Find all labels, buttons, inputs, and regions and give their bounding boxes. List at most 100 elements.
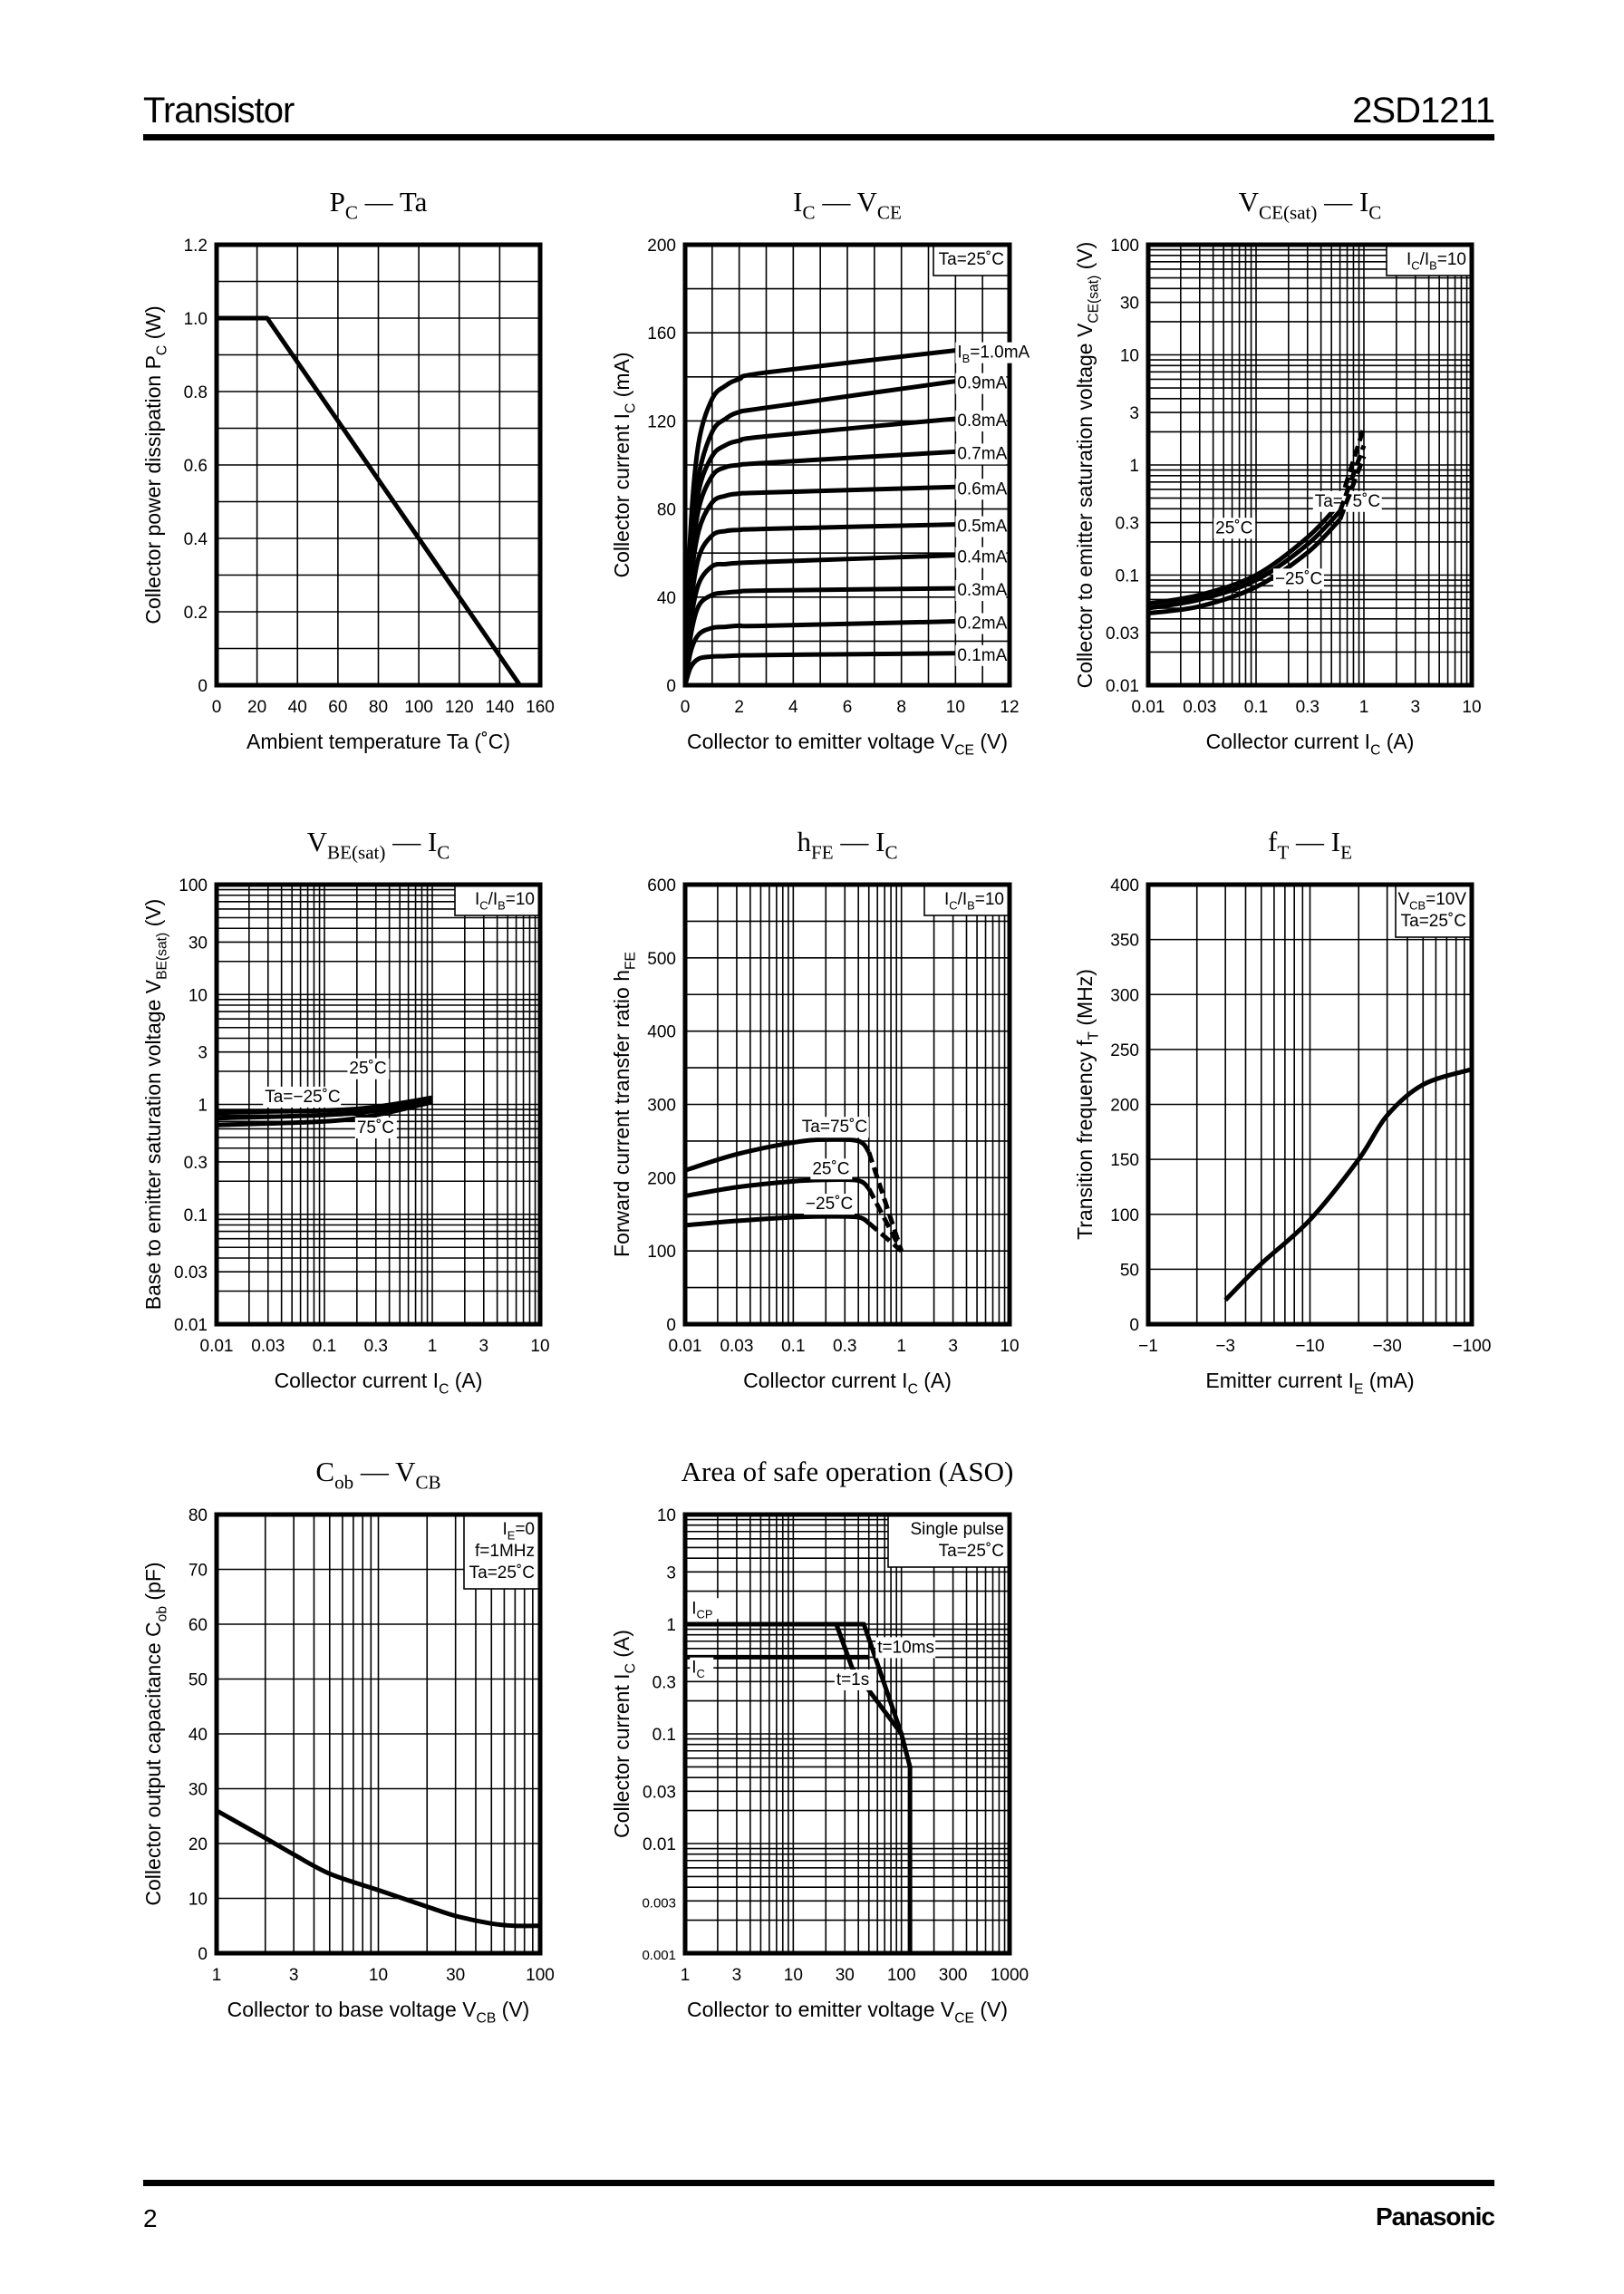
series-label: 0.6mA (957, 479, 1007, 498)
y-tick-label: 400 (1110, 876, 1139, 895)
y-tick-label: 30 (1120, 295, 1139, 314)
chart-ic-vce: Ta=25˚C IB=1.0mA 0.9mA 0.8mA 0.7mA 0.6mA 0.5mA… (610, 186, 1034, 758)
x-axis-label: Emitter current IE (mA) (1205, 1369, 1414, 1397)
page-number: 2 (143, 2204, 158, 2232)
y-tick-label: 50 (1120, 1261, 1139, 1280)
x-tick-label: 3 (1410, 698, 1420, 717)
x-tick-label: −30 (1373, 1337, 1402, 1356)
x-tick-label: −10 (1295, 1337, 1324, 1356)
plot-frame (682, 882, 1012, 1327)
x-axis-label: Collector current IC (A) (1206, 730, 1415, 758)
series-line-dashed (1338, 444, 1367, 512)
series: Ta=75˚C (1147, 426, 1382, 606)
series-label: 0.7mA (957, 444, 1007, 463)
series: t=10ms (875, 1637, 936, 1659)
x-tick-label: 3 (289, 1966, 299, 1985)
series-label: 25˚C (1215, 518, 1252, 537)
series-line (1147, 501, 1342, 606)
x-tick-label: 0 (681, 698, 691, 717)
series-label: −25˚C (806, 1195, 853, 1214)
series: 0.1mA (682, 644, 1008, 686)
annotation-text: Ta=25˚C (469, 1563, 535, 1583)
x-tick-label: 10 (530, 1337, 549, 1356)
x-tick-label: 10 (369, 1966, 388, 1985)
series-line-dashed (866, 1151, 904, 1252)
y-axis-label: Forward current transfer ratio hFE (610, 952, 638, 1257)
x-tick-label: 20 (247, 698, 266, 717)
grid (217, 245, 540, 685)
x-tick-label: 10 (946, 698, 965, 717)
series-line (1147, 518, 1342, 616)
series-label: IB=1.0mA (957, 344, 1030, 365)
y-tick-label: 0.2 (184, 604, 208, 623)
plot-frame (214, 1512, 543, 1956)
y-tick-label: 400 (647, 1023, 676, 1042)
series-label-background (347, 1058, 390, 1079)
y-tick-label: 0.03 (643, 1783, 676, 1802)
y-tick-label: 100 (179, 876, 208, 895)
series-line (684, 1177, 871, 1199)
series-line (217, 315, 522, 687)
y-tick-label: 160 (647, 324, 676, 344)
series-label-background (955, 410, 1007, 431)
series (1223, 1067, 1473, 1302)
y-tick-label: 40 (188, 1726, 208, 1745)
x-tick-label: 0.1 (781, 1337, 805, 1356)
series-line (216, 1099, 433, 1128)
x-tick-label: 10 (1462, 698, 1481, 717)
header-part-number: 2SD1211 (1352, 91, 1495, 131)
y-tick-label: 0.01 (174, 1316, 208, 1335)
x-tick-label: 1 (428, 1337, 438, 1356)
y-tick-label: 0 (1129, 1316, 1139, 1335)
series-label: t=10ms (877, 1638, 934, 1657)
y-tick-label: 30 (188, 1781, 208, 1800)
series: 0.6mA (682, 479, 1008, 686)
plot-frame (1146, 882, 1474, 1327)
annotation-box: IE=0f=1MHz Ta=25˚C (463, 1514, 541, 1590)
y-tick-label: 70 (188, 1562, 208, 1581)
x-tick-label: −100 (1453, 1337, 1492, 1356)
series: 0.4mA (682, 547, 1008, 686)
y-tick-label: 0.8 (184, 383, 208, 402)
series-label: 75˚C (357, 1118, 394, 1137)
series-label: IC (691, 1659, 705, 1680)
grid (1148, 245, 1472, 685)
y-tick-label: 250 (1110, 1041, 1139, 1060)
plot-frame (1146, 242, 1474, 688)
series: 0.5mA (682, 516, 1008, 686)
x-tick-label: 100 (887, 1966, 916, 1985)
y-tick-label: 0 (666, 1316, 676, 1335)
y-tick-label: 1.0 (184, 310, 208, 329)
y-tick-label: 100 (647, 1243, 676, 1262)
annotation-text: Ta=25˚C (939, 1542, 1004, 1561)
brand-logo: Panasonic (1375, 2202, 1495, 2231)
x-tick-label: 6 (843, 698, 853, 717)
series: 25˚C (684, 1158, 904, 1253)
annotation-text: f=1MHz (475, 1542, 535, 1561)
series-label-background (1213, 518, 1256, 539)
y-axis-label: Collector power dissipation PC (W) (141, 305, 169, 624)
series-line-dashed (1338, 455, 1367, 521)
y-axis-label: Collector output capacitance Cob (pF) (141, 1562, 169, 1905)
grid (1148, 885, 1472, 1324)
y-tick-label: 0.003 (642, 1895, 676, 1911)
series-label: 0.3mA (957, 581, 1007, 600)
y-tick-label: 80 (657, 501, 676, 520)
y-tick-label: 1 (666, 1616, 676, 1635)
x-tick-label: 0.01 (200, 1337, 234, 1356)
grid (685, 245, 1010, 685)
y-tick-label: 0.3 (1116, 515, 1139, 534)
series-line (685, 1621, 913, 1953)
x-tick-label: 1 (896, 1337, 906, 1356)
chart-cob-vcb: IE=0f=1MHz Ta=25˚C 1 3 10 30 100 0 10 20 30 40 50 60 7… (141, 1456, 555, 2026)
y-tick-label: 0 (198, 1945, 208, 1964)
y-tick-label: 0.03 (1106, 624, 1139, 644)
series-label: t=1s (836, 1670, 869, 1689)
annotation-background (454, 884, 541, 916)
series-label-background (955, 580, 1007, 602)
x-tick-label: 100 (526, 1966, 555, 1985)
y-tick-label: 10 (657, 1506, 676, 1525)
annotation-text: IE=0 (502, 1520, 535, 1542)
series-label: 0.1mA (957, 646, 1007, 665)
